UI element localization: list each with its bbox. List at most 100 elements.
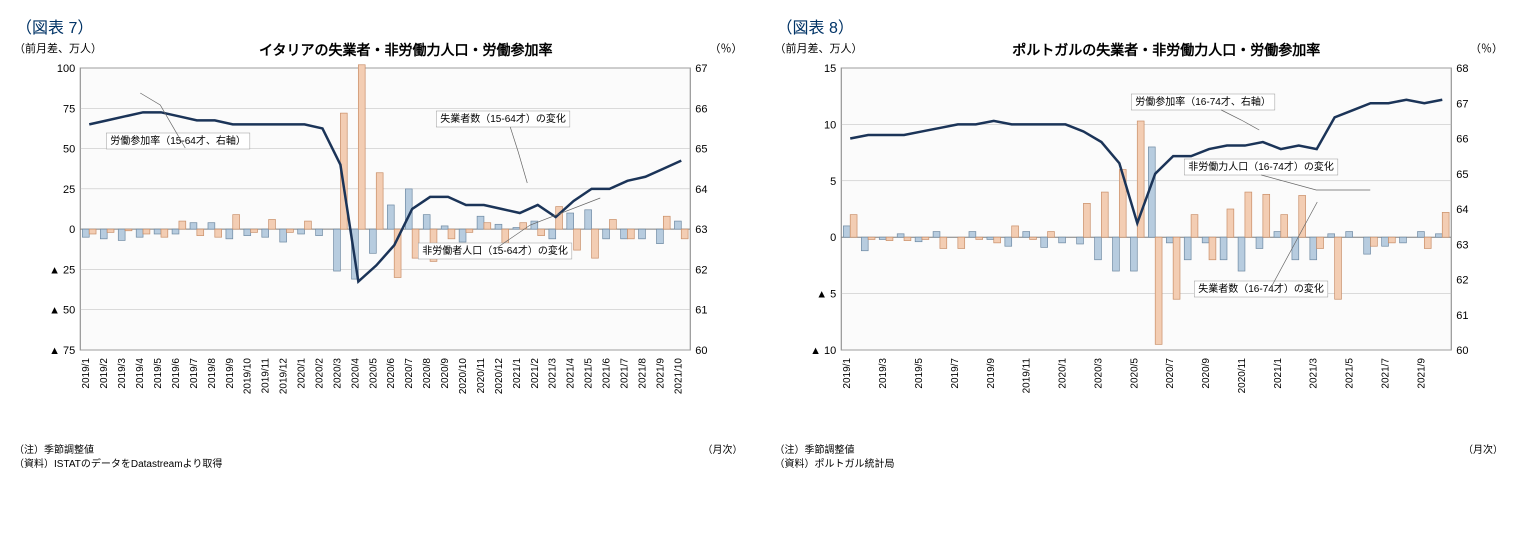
chart7-right-axis-label: （％） [709,40,742,60]
svg-text:2019/3: 2019/3 [878,358,889,389]
svg-text:2019/10: 2019/10 [243,358,254,395]
svg-text:62: 62 [1456,275,1468,287]
svg-text:2019/5: 2019/5 [153,358,164,389]
svg-text:▲ 5: ▲ 5 [816,289,836,301]
svg-text:60: 60 [695,345,707,357]
svg-text:61: 61 [1456,310,1468,322]
svg-text:2019/4: 2019/4 [135,358,146,389]
svg-text:2019/6: 2019/6 [171,358,182,389]
chart8-plot-wrap: ▲ 10▲ 50510156061626364656667682019/1201… [771,60,1512,440]
svg-text:2019/2: 2019/2 [99,358,110,389]
svg-text:2020/10: 2020/10 [458,358,469,395]
svg-text:2019/9: 2019/9 [985,358,996,389]
svg-text:2019/12: 2019/12 [279,358,290,395]
svg-text:2021/4: 2021/4 [566,358,577,389]
svg-text:失業者数（16-74才）の変化: 失業者数（16-74才）の変化 [1198,282,1324,295]
svg-text:2020/9: 2020/9 [440,358,451,389]
chart7-left-axis-label: （前月差、万人） [14,40,102,60]
svg-text:2021/5: 2021/5 [1344,358,1355,389]
svg-text:2021/10: 2021/10 [673,358,684,395]
svg-text:2019/8: 2019/8 [207,358,218,389]
svg-text:66: 66 [695,103,707,115]
svg-text:2020/1: 2020/1 [297,358,308,389]
svg-text:25: 25 [63,184,75,196]
svg-text:2020/8: 2020/8 [422,358,433,389]
chart8-axis-titles-row: （前月差、万人） ポルトガルの失業者・非労働力人口・労働参加率 （％） [771,40,1512,60]
svg-text:64: 64 [695,184,707,196]
chart7-title: イタリアの失業者・非労働力人口・労働参加率 [259,40,552,60]
svg-text:2020/6: 2020/6 [386,358,397,389]
chart8-monthly-label: （月次） [1463,444,1503,458]
svg-text:2021/5: 2021/5 [584,358,595,389]
chart8-figure-label: （図表 8） [777,14,1512,38]
svg-text:失業者数（15-64才）の変化: 失業者数（15-64才）の変化 [440,112,566,125]
svg-text:▲ 10: ▲ 10 [810,345,836,357]
svg-text:63: 63 [695,224,707,236]
svg-text:66: 66 [1456,134,1468,146]
svg-text:2020/3: 2020/3 [1093,358,1104,389]
svg-text:2019/7: 2019/7 [189,358,200,389]
svg-text:2021/9: 2021/9 [1416,358,1427,389]
svg-text:2021/8: 2021/8 [637,358,648,389]
chart8-right-axis-label: （％） [1470,40,1503,60]
svg-text:2020/11: 2020/11 [1236,358,1247,394]
svg-text:67: 67 [1456,98,1468,110]
svg-text:労働参加率（16-74才、右軸）: 労働参加率（16-74才、右軸） [1135,95,1271,108]
chart7-axis-titles-row: （前月差、万人） イタリアの失業者・非労働力人口・労働参加率 （％） [10,40,751,60]
svg-text:2020/12: 2020/12 [494,358,505,395]
svg-text:2020/2: 2020/2 [314,358,325,389]
svg-text:10: 10 [824,119,836,131]
svg-text:2021/6: 2021/6 [602,358,613,389]
chart7-note2: （資料）ISTATのデータをDatastreamより取得 [14,458,751,472]
svg-text:▲ 75: ▲ 75 [49,345,75,357]
svg-text:65: 65 [1456,169,1468,181]
svg-text:2020/7: 2020/7 [1165,358,1176,389]
svg-text:2020/5: 2020/5 [368,358,379,389]
svg-text:50: 50 [63,144,75,156]
svg-text:非労働者人口（15-64才）の変化: 非労働者人口（15-64才）の変化 [422,244,568,257]
svg-text:2021/1: 2021/1 [512,358,523,389]
svg-text:64: 64 [1456,204,1468,216]
chart7-notes: （月次） （注）季節調整値 （資料）ISTATのデータをDatastreamより… [14,444,751,471]
svg-text:2021/7: 2021/7 [1380,358,1391,389]
chart7-note1: （注）季節調整値 [14,444,751,458]
svg-text:2021/9: 2021/9 [655,358,666,389]
chart-8-panel: （図表 8） （前月差、万人） ポルトガルの失業者・非労働力人口・労働参加率 （… [771,10,1512,471]
chart7-svg: ▲ 75▲ 50▲ 250255075100606162636465666720… [10,60,751,440]
svg-text:2019/1: 2019/1 [842,358,853,389]
svg-text:61: 61 [695,305,707,317]
svg-text:63: 63 [1456,239,1468,251]
svg-text:▲ 50: ▲ 50 [49,305,75,317]
svg-text:100: 100 [57,63,75,75]
svg-text:75: 75 [63,103,75,115]
svg-text:2021/7: 2021/7 [619,358,630,389]
chart8-title: ポルトガルの失業者・非労働力人口・労働参加率 [1012,40,1320,60]
svg-text:2021/1: 2021/1 [1272,358,1283,389]
svg-text:2020/9: 2020/9 [1201,358,1212,389]
svg-text:2019/11: 2019/11 [261,358,272,394]
svg-text:2021/3: 2021/3 [1308,358,1319,389]
chart7-plot-wrap: ▲ 75▲ 50▲ 250255075100606162636465666720… [10,60,751,440]
svg-text:2021/3: 2021/3 [548,358,559,389]
svg-text:0: 0 [69,224,75,236]
svg-text:60: 60 [1456,345,1468,357]
chart8-note2: （資料）ポルトガル統計局 [775,458,1512,472]
svg-text:62: 62 [695,264,707,276]
svg-text:67: 67 [695,63,707,75]
svg-text:2020/1: 2020/1 [1057,358,1068,389]
svg-text:65: 65 [695,144,707,156]
chart7-monthly-label: （月次） [703,444,743,458]
svg-text:2020/11: 2020/11 [476,358,487,394]
svg-text:2020/5: 2020/5 [1129,358,1140,389]
svg-text:非労働力人口（16-74才）の変化: 非労働力人口（16-74才）の変化 [1188,160,1334,173]
chart8-note1: （注）季節調整値 [775,444,1512,458]
chart-7-panel: （図表 7） （前月差、万人） イタリアの失業者・非労働力人口・労働参加率 （％… [10,10,751,471]
svg-text:5: 5 [830,176,836,188]
chart8-notes: （月次） （注）季節調整値 （資料）ポルトガル統計局 [775,444,1512,471]
svg-text:2021/2: 2021/2 [530,358,541,389]
svg-text:2019/11: 2019/11 [1021,358,1032,394]
svg-text:2019/7: 2019/7 [949,358,960,389]
svg-text:2020/3: 2020/3 [332,358,343,389]
svg-text:15: 15 [824,63,836,75]
svg-text:2019/9: 2019/9 [225,358,236,389]
